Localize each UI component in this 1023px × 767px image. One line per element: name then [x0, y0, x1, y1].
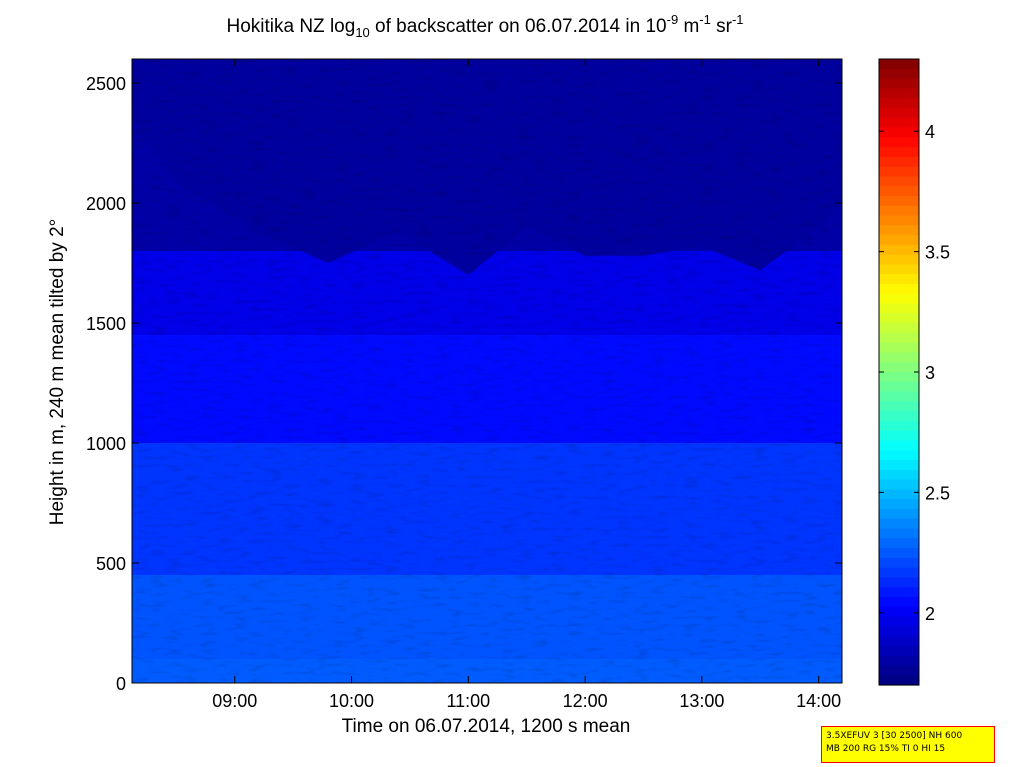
- colorbar-swatch: [879, 186, 919, 197]
- colorbar-swatch: [879, 59, 919, 70]
- info-box-line-1: 3.5XEFUV 3 [30 2500] NH 600: [826, 731, 963, 741]
- colorbar-tick-label: 3: [925, 363, 935, 383]
- x-tick-label: 09:00: [212, 691, 257, 711]
- colorbar-swatch: [879, 156, 919, 168]
- colorbar-swatch: [879, 401, 919, 412]
- colorbar-swatch: [879, 205, 919, 217]
- colorbar-swatch: [879, 508, 919, 520]
- x-tick-label: 10:00: [329, 691, 374, 711]
- colorbar-swatch: [879, 107, 919, 119]
- colorbar-swatch: [879, 577, 919, 588]
- colorbar-tick-label: 3.5: [925, 243, 950, 263]
- heatmap-texture: [132, 59, 842, 683]
- colorbar-swatch: [879, 596, 919, 608]
- colorbar-swatch: [879, 264, 919, 275]
- colorbar-swatch: [879, 372, 919, 383]
- y-tick-label: 0: [116, 674, 126, 694]
- colorbar-swatch: [879, 235, 919, 246]
- colorbar-swatch: [879, 274, 919, 285]
- heatmap-field: [132, 59, 842, 683]
- colorbar-swatch: [879, 313, 919, 324]
- y-tick-label: 1000: [86, 434, 126, 454]
- colorbar-swatch: [879, 195, 919, 207]
- x-tick-label: 12:00: [563, 691, 608, 711]
- colorbar: 2 2.5 3 3.5 4: [878, 58, 950, 686]
- colorbar-swatch: [879, 166, 919, 177]
- colorbar-swatch: [879, 636, 919, 647]
- colorbar-swatch: [879, 528, 919, 539]
- colorbar-swatch: [879, 499, 919, 510]
- colorbar-swatch: [879, 469, 919, 481]
- plot-frame: [131, 58, 843, 684]
- colorbar-swatch: [879, 362, 919, 373]
- colorbar-swatch: [879, 88, 919, 99]
- colorbar-swatch: [879, 420, 919, 432]
- colorbar-swatch: [879, 548, 919, 559]
- colorbar-swatch: [879, 557, 919, 569]
- colorbar-swatch: [879, 254, 919, 266]
- y-tick-label: 1500: [86, 314, 126, 334]
- colorbar-tick-label: 4: [925, 122, 935, 142]
- plot-axes: 09:00 10:00 11:00 12:00 13:00 14:00 0 500 1000 15…: [86, 58, 843, 711]
- colorbar-swatch: [879, 567, 919, 579]
- x-tick-label: 14:00: [796, 691, 841, 711]
- settings-info-box: 3.5XEFUV 3 [30 2500] NH 600 MB 200 RG 15…: [821, 726, 995, 763]
- colorbar-swatch: [879, 626, 919, 637]
- colorbar-swatch: [879, 538, 919, 549]
- colorbar-swatch: [879, 323, 919, 334]
- colorbar-tick-label: 2.5: [925, 483, 950, 503]
- colorbar-swatch: [879, 655, 919, 667]
- colorbar-swatch: [879, 225, 919, 236]
- colorbar-swatch: [879, 645, 919, 657]
- colorbar-swatch: [879, 293, 919, 305]
- colorbar-swatch: [879, 460, 919, 471]
- colorbar-swatch: [879, 176, 919, 187]
- colorbar-swatch: [879, 137, 919, 148]
- colorbar-swatch: [879, 303, 919, 314]
- colorbar-swatch: [879, 411, 919, 422]
- y-tick-label: 2000: [86, 194, 126, 214]
- colorbar-swatch: [879, 332, 919, 344]
- info-box-line-2: MB 200 RG 15% TI 0 HI 15: [826, 744, 946, 754]
- colorbar-swatch: [879, 587, 919, 598]
- colorbar-swatch: [879, 430, 919, 442]
- colorbar-swatch: [879, 675, 919, 686]
- colorbar-swatch: [879, 147, 919, 158]
- x-tick-label: 11:00: [446, 691, 490, 711]
- colorbar-swatch: [879, 78, 919, 89]
- x-tick-label: 13:00: [679, 691, 724, 711]
- colorbar-swatch: [879, 68, 919, 80]
- y-tick-label: 2500: [86, 74, 126, 94]
- colorbar-swatch: [879, 127, 919, 138]
- colorbar-swatch: [879, 440, 919, 451]
- colorbar-swatch: [879, 244, 919, 256]
- x-axis-label: Time on 06.07.2014, 1200 s mean: [341, 716, 631, 737]
- colorbar-swatch: [879, 98, 919, 109]
- colorbar-swatch: [879, 381, 919, 393]
- colorbar-swatch: [879, 450, 919, 461]
- colorbar-swatch: [879, 391, 919, 402]
- colorbar-swatch: [879, 616, 919, 627]
- colorbar-swatch: [879, 283, 919, 295]
- colorbar-swatch: [879, 606, 919, 618]
- colorbar-swatch: [879, 117, 919, 129]
- colorbar-swatch: [879, 489, 919, 500]
- y-tick-label: 500: [96, 554, 126, 574]
- colorbar-tick-label: 2: [925, 604, 935, 624]
- colorbar-swatch: [879, 342, 919, 354]
- colorbar-swatch: [879, 479, 919, 490]
- colorbar-swatch: [879, 518, 919, 530]
- colorbar-swatch: [879, 215, 919, 226]
- colorbar-swatch: [879, 352, 919, 363]
- colorbar-swatch: [879, 665, 919, 676]
- chart-title: Hokitika NZ log10 of backscatter on 06.0…: [226, 12, 744, 40]
